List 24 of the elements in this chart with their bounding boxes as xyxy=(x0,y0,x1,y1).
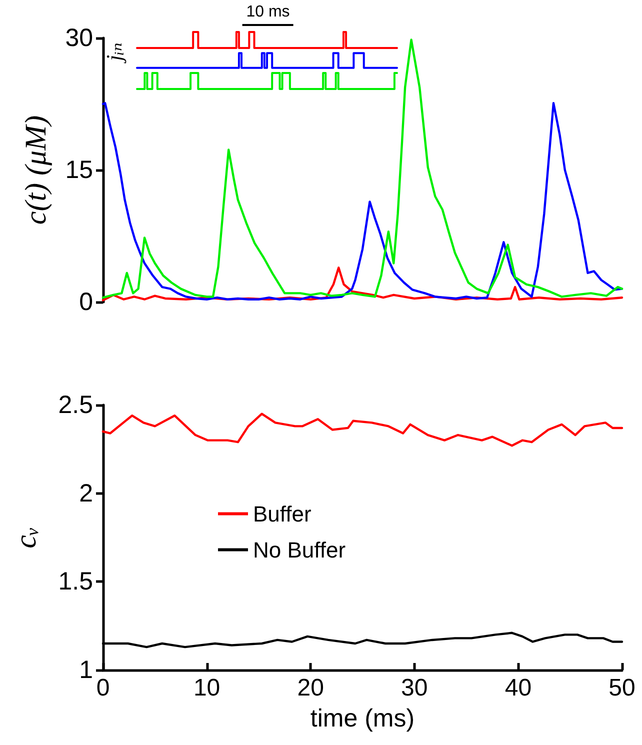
y-tick-label: 1 xyxy=(79,656,93,684)
line-series xyxy=(102,38,624,299)
line-series xyxy=(102,102,624,300)
line-series xyxy=(102,266,624,302)
y-axis-title: cᵥ xyxy=(10,526,42,548)
x-tick-label: 30 xyxy=(401,674,428,702)
legend-label: No Buffer xyxy=(253,537,346,562)
x-tick-label: 20 xyxy=(297,674,324,702)
line-series xyxy=(102,412,624,447)
y-tick-label: 0 xyxy=(79,288,93,316)
y-tick-label: 1.5 xyxy=(58,568,93,596)
x-tick-label: 40 xyxy=(504,674,532,702)
x-tick-label: 0 xyxy=(96,674,110,702)
x-tick-label: 10 xyxy=(193,674,220,702)
y-tick-label: 2 xyxy=(79,479,93,508)
y-axis-title: c(t) (μM) xyxy=(20,115,52,225)
y-tick-label: 30 xyxy=(65,24,93,52)
y-tick-label: 2.5 xyxy=(58,391,93,419)
text: 10 ms xyxy=(246,4,290,20)
legend-label: Buffer xyxy=(253,501,312,526)
x-tick-label: 50 xyxy=(608,674,636,702)
x-axis-title: time (ms) xyxy=(310,704,415,732)
y-tick-label: 15 xyxy=(65,156,93,184)
y-axis-title: jᵢₙ xyxy=(102,42,126,64)
